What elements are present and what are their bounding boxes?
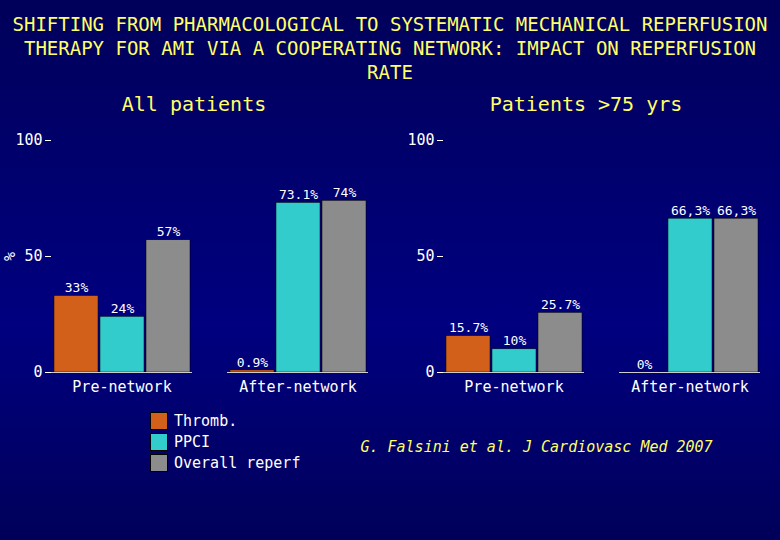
svg-text:0.9%: 0.9%	[237, 355, 268, 370]
svg-text:50: 50	[416, 247, 434, 265]
svg-text:25.7%: 25.7%	[541, 297, 580, 312]
svg-text:100: 100	[407, 131, 434, 149]
svg-text:After-network: After-network	[631, 378, 748, 396]
html-text:Overall reperf: Overall reperf	[174, 453, 301, 472]
svg-text:73.1%: 73.1%	[279, 187, 318, 202]
svg-text:10%: 10%	[503, 333, 527, 348]
svg-text:24%: 24%	[111, 301, 135, 316]
svg-text:After-network: After-network	[239, 378, 356, 396]
svg-text:%: %	[1, 252, 19, 261]
svg-text:74%: 74%	[333, 185, 357, 200]
html-text:Thromb.: Thromb.	[174, 411, 238, 430]
svg-text:50: 50	[24, 247, 42, 265]
svg-text:33%: 33%	[65, 280, 89, 295]
svg-text:Pre-network: Pre-network	[72, 378, 171, 396]
svg-text:66,3%: 66,3%	[671, 203, 710, 218]
svg-text:0: 0	[425, 363, 434, 381]
svg-text:100: 100	[15, 131, 42, 149]
html-text:Patients >75 yrs: Patients >75 yrs	[489, 92, 683, 116]
svg-text:0: 0	[33, 363, 42, 381]
svg-text:15.7%: 15.7%	[449, 320, 488, 335]
svg-text:57%: 57%	[157, 224, 181, 239]
svg-text:Pre-network: Pre-network	[464, 378, 563, 396]
html-text:All patients: All patients	[121, 92, 267, 116]
html-text:G. Falsini et al. J Cardiovasc: G. Falsini et al. J Cardiovasc Med 2007	[360, 438, 713, 456]
html-text:PPCI: PPCI	[174, 432, 211, 451]
html-text:SHIFTING FROM PHARMACOLOGICAL: SHIFTING FROM PHARMACOLOGICAL TO SYSTEMA…	[12, 13, 768, 83]
svg-text:66,3%: 66,3%	[717, 203, 756, 218]
svg-text:0%: 0%	[637, 357, 653, 372]
